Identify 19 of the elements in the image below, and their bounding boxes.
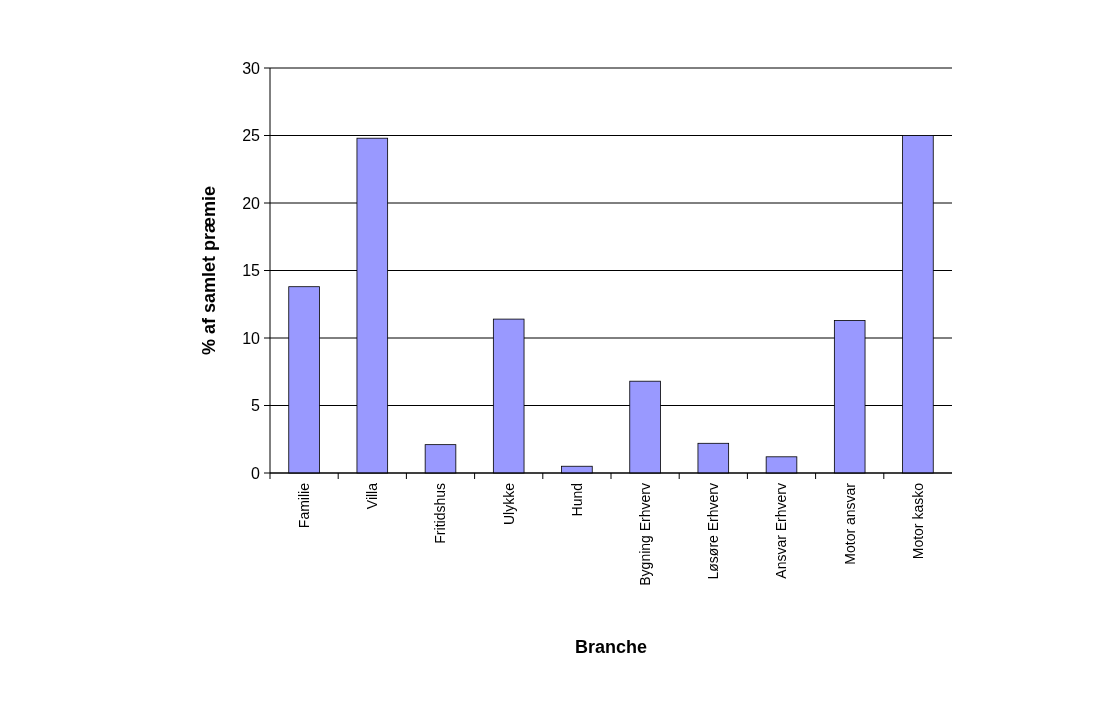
x-tick-label: Motor ansvar: [841, 482, 858, 565]
x-tick-label: Fritidshus: [432, 483, 449, 544]
y-tick-label: 0: [251, 464, 261, 482]
x-tick-label: Villa: [364, 482, 381, 510]
y-tick-label: 5: [251, 397, 261, 415]
y-tick-label: 20: [242, 194, 261, 212]
y-axis-title: % af samlet præmie: [199, 185, 219, 356]
y-tick-label: 15: [242, 262, 261, 280]
x-tick-label: Løsøre Erhverv: [705, 483, 722, 580]
x-tick-label: Hund: [568, 483, 585, 517]
x-tick-label: Bygning Erhverv: [637, 483, 653, 586]
y-tick-label: 30: [242, 59, 261, 77]
x-tick-label: Familie: [296, 482, 312, 529]
x-tick-label: Motor kasko: [909, 482, 926, 560]
x-tick-label: Ulykke: [500, 482, 517, 526]
x-tick-label: Ansvar Erhverv: [773, 483, 790, 579]
y-tick-label: 10: [242, 329, 261, 347]
y-tick-label: 25: [242, 127, 261, 145]
x-axis-title: Branche: [574, 637, 648, 657]
